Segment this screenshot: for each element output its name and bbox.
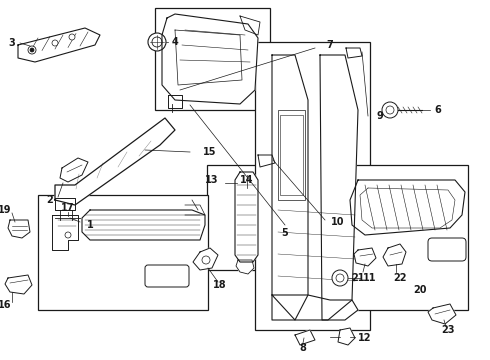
Circle shape <box>202 256 210 264</box>
Polygon shape <box>60 158 88 182</box>
Polygon shape <box>383 244 406 266</box>
Circle shape <box>52 40 58 46</box>
Polygon shape <box>168 95 182 108</box>
Polygon shape <box>272 55 308 320</box>
Polygon shape <box>18 28 100 62</box>
Polygon shape <box>272 295 358 320</box>
Circle shape <box>65 232 71 238</box>
Polygon shape <box>428 304 456 324</box>
Text: 1: 1 <box>87 220 94 230</box>
Polygon shape <box>193 248 218 270</box>
Bar <box>278 110 305 200</box>
Bar <box>348 165 468 310</box>
Circle shape <box>386 106 394 114</box>
Polygon shape <box>55 118 175 205</box>
Polygon shape <box>350 180 465 235</box>
Text: 10: 10 <box>331 217 345 227</box>
Text: 5: 5 <box>282 228 289 238</box>
Text: 12: 12 <box>358 333 372 343</box>
Polygon shape <box>320 55 358 320</box>
Polygon shape <box>338 328 355 345</box>
Bar <box>280 115 303 195</box>
Text: 15: 15 <box>203 147 217 157</box>
Polygon shape <box>5 275 32 294</box>
Polygon shape <box>82 210 205 240</box>
Circle shape <box>148 33 166 51</box>
Bar <box>38 195 208 310</box>
Polygon shape <box>8 220 30 238</box>
Text: 21: 21 <box>351 273 365 283</box>
Text: 3: 3 <box>9 38 15 48</box>
Text: 4: 4 <box>172 37 178 47</box>
Text: 22: 22 <box>393 273 407 283</box>
Bar <box>155 8 270 110</box>
Circle shape <box>28 46 36 54</box>
Polygon shape <box>240 16 260 35</box>
Text: 18: 18 <box>213 280 227 290</box>
Text: 17: 17 <box>61 203 75 213</box>
Polygon shape <box>295 330 315 345</box>
Text: 9: 9 <box>377 111 383 121</box>
Circle shape <box>69 34 75 40</box>
Polygon shape <box>52 215 78 250</box>
Polygon shape <box>346 48 362 58</box>
Circle shape <box>30 48 34 52</box>
Text: 20: 20 <box>413 285 427 295</box>
Bar <box>207 165 268 270</box>
Text: 16: 16 <box>0 300 12 310</box>
Polygon shape <box>258 155 275 167</box>
Text: 13: 13 <box>205 175 219 185</box>
Text: 19: 19 <box>0 205 12 215</box>
Circle shape <box>382 102 398 118</box>
Circle shape <box>336 274 344 282</box>
FancyBboxPatch shape <box>428 238 466 261</box>
Text: 2: 2 <box>47 195 53 205</box>
Text: 14: 14 <box>240 175 254 185</box>
Text: 11: 11 <box>363 273 377 283</box>
Circle shape <box>152 37 162 47</box>
Text: 6: 6 <box>435 105 441 115</box>
Polygon shape <box>235 172 258 262</box>
Polygon shape <box>236 260 254 274</box>
Polygon shape <box>162 14 258 104</box>
Text: 8: 8 <box>299 343 306 353</box>
Bar <box>255 42 370 330</box>
Polygon shape <box>55 198 75 210</box>
Text: 7: 7 <box>327 40 333 50</box>
FancyBboxPatch shape <box>145 265 189 287</box>
Text: 23: 23 <box>441 325 455 335</box>
Polygon shape <box>354 248 376 266</box>
Circle shape <box>332 270 348 286</box>
